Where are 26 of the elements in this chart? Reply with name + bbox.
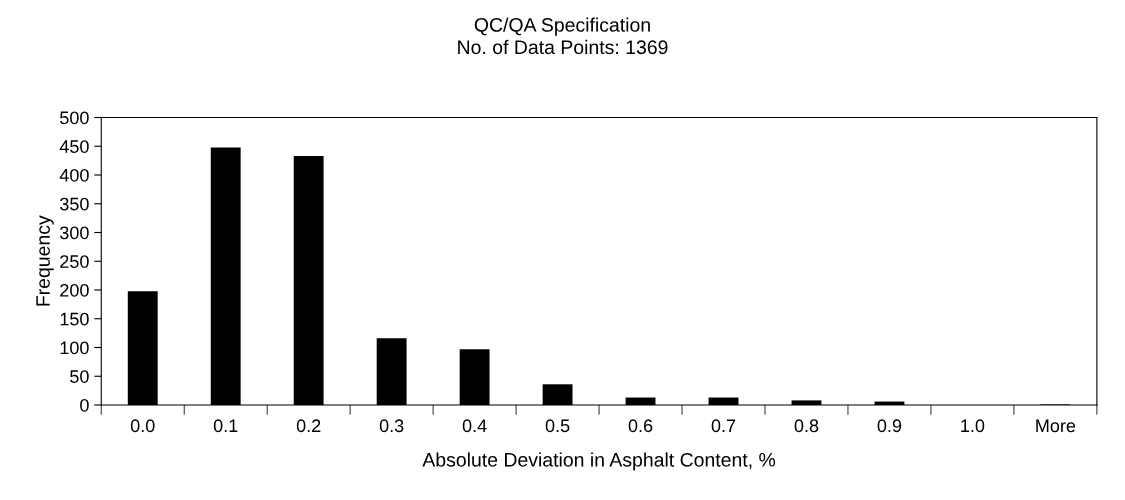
x-tick-label: 0.4	[462, 419, 487, 433]
x-tick-label: 0.5	[545, 419, 570, 433]
y-tick-label: 300	[60, 226, 89, 240]
y-tick-label: 500	[60, 111, 89, 125]
y-tick-label: 50	[70, 370, 89, 383]
y-tick-label: 200	[60, 283, 89, 297]
y-tick-label: 0	[80, 398, 89, 412]
x-tick-label: 0.0	[130, 419, 155, 433]
y-tick-label: 450	[59, 140, 89, 153]
x-tick-label: 0.6	[628, 419, 653, 433]
x-axis-title: Absolute Deviation in Asphalt Content, %	[422, 452, 776, 471]
x-tick-label: 0.1	[213, 419, 238, 433]
x-tick-label: 0.8	[794, 419, 819, 433]
y-tick-label: 100	[60, 341, 89, 355]
x-tick-label: 0.2	[296, 419, 321, 433]
x-tick-label: 0.3	[379, 419, 404, 433]
x-tick-label: 0.7	[711, 419, 736, 433]
y-tick-label: 400	[59, 168, 89, 182]
y-tick-label: 250	[60, 255, 89, 268]
x-tick-label: 1.0	[961, 419, 985, 433]
y-axis-title: Frequency	[36, 215, 54, 306]
x-tick-label: More	[1036, 419, 1076, 433]
y-tick-label: 350	[60, 197, 89, 211]
chart-title: QC/QA Specification No. of Data Points: 1369	[458, 17, 668, 55]
y-tick-label: 150	[60, 312, 89, 326]
x-tick-label: 0.9	[877, 419, 902, 433]
